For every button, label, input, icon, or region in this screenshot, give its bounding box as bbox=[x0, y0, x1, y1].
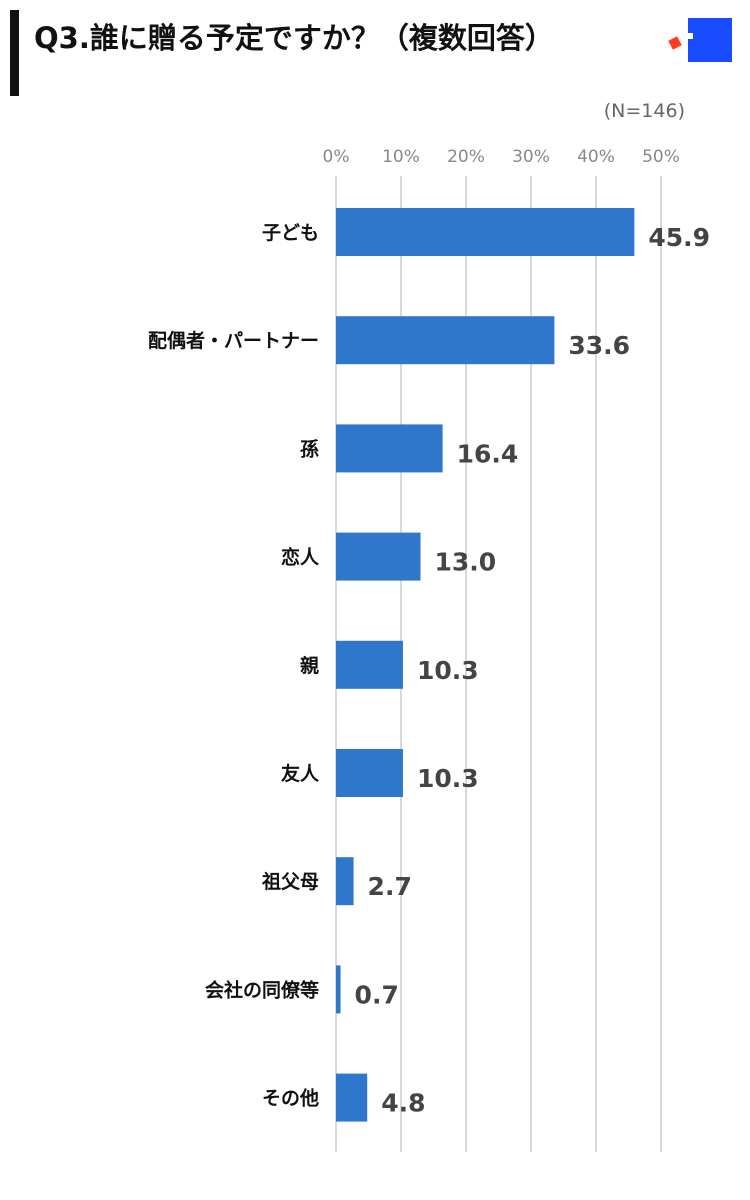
value-label: 0.7 bbox=[355, 980, 399, 1009]
bar-1 bbox=[336, 208, 635, 256]
bar-5 bbox=[336, 640, 403, 689]
category-label: 配偶者・パートナー bbox=[148, 329, 319, 352]
category-label: 友人 bbox=[281, 762, 320, 785]
category-label: その他 bbox=[262, 1087, 319, 1110]
value-label: 16.4 bbox=[457, 439, 519, 468]
bar-9 bbox=[336, 1073, 368, 1122]
category-label: 親 bbox=[300, 654, 319, 677]
bar-6 bbox=[336, 749, 403, 797]
x-tick-label: 40% bbox=[577, 147, 615, 167]
x-tick-label: 10% bbox=[382, 147, 420, 167]
bar-4 bbox=[336, 532, 421, 581]
category-label: 祖父母 bbox=[261, 870, 319, 893]
value-label: 45.9 bbox=[648, 223, 710, 252]
category-label: 子ども bbox=[262, 222, 319, 244]
value-label: 33.6 bbox=[568, 331, 630, 360]
value-label: 10.3 bbox=[417, 764, 479, 793]
title-accent-bar bbox=[10, 10, 19, 96]
category-label: 恋人 bbox=[281, 546, 320, 569]
x-tick-label: 50% bbox=[642, 147, 680, 167]
value-label: 13.0 bbox=[435, 548, 497, 577]
value-label: 10.3 bbox=[417, 656, 479, 685]
x-tick-label: 20% bbox=[447, 147, 485, 167]
category-label: 孫 bbox=[300, 437, 319, 460]
brand-logo-icon bbox=[668, 18, 732, 62]
category-label: 会社の同僚等 bbox=[205, 978, 319, 1001]
chart-title: Q3.誰に贈る予定ですか？（複数回答） bbox=[34, 21, 554, 55]
x-tick-label: 0% bbox=[323, 147, 350, 167]
bar-8 bbox=[336, 965, 341, 1014]
x-tick-label: 30% bbox=[512, 147, 550, 167]
bar-3 bbox=[336, 424, 443, 473]
value-label: 4.8 bbox=[381, 1089, 425, 1118]
sample-size-note: (N=146) bbox=[603, 100, 685, 122]
bar-7 bbox=[336, 857, 354, 906]
value-label: 2.7 bbox=[368, 872, 412, 901]
bar-2 bbox=[336, 316, 555, 365]
